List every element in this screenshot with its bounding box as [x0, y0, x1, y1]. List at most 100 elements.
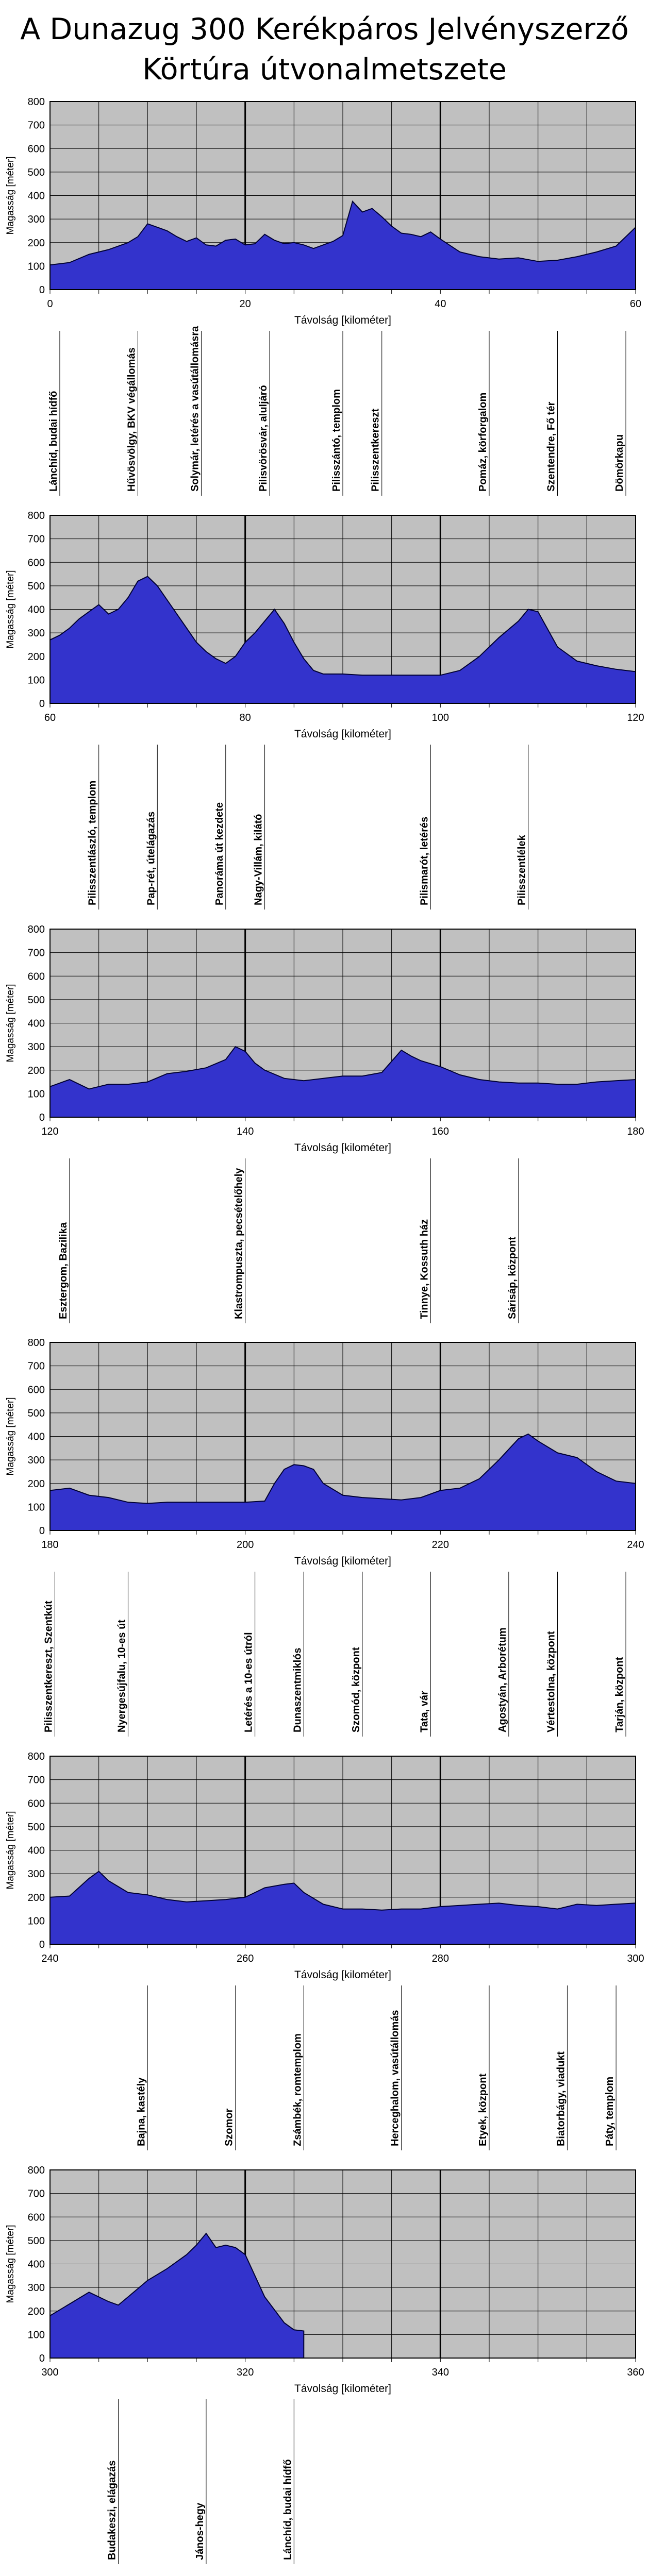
- y-tick-label: 100: [28, 1915, 45, 1927]
- y-tick-label: 400: [28, 604, 45, 616]
- y-tick-label: 400: [28, 1018, 45, 1030]
- y-tick-label: 800: [28, 1751, 45, 1762]
- x-axis-label: Távolság [kilométer]: [294, 1555, 391, 1567]
- x-tick-label: 280: [432, 1953, 449, 1964]
- x-tick-label: 240: [627, 1539, 644, 1551]
- y-tick-label: 800: [28, 2165, 45, 2176]
- waypoint-label: János-hegy: [194, 2502, 206, 2560]
- x-tick-label: 200: [237, 1539, 254, 1551]
- waypoint-label: Sárisáp, központ: [507, 1237, 518, 1319]
- waypoint-label: Letérés a 10-es útról: [243, 1632, 255, 1732]
- y-tick-label: 700: [28, 948, 45, 959]
- y-axis-label: Magasság [méter]: [5, 1397, 16, 1475]
- y-tick-label: 0: [39, 1939, 45, 1950]
- x-tick-label: 140: [237, 1126, 254, 1137]
- elevation-chart-5: 0 100 200 300 400 500 600 700 800 240 260 280 300 Táv…: [5, 1751, 644, 2150]
- y-tick-label: 400: [28, 1432, 45, 1443]
- y-tick-label: 500: [28, 167, 45, 178]
- y-tick-label: 500: [28, 1822, 45, 1833]
- y-tick-label: 300: [28, 2282, 45, 2294]
- waypoint-label: Pilisszántó, templom: [331, 389, 342, 492]
- waypoint-label: Szomód, központ: [351, 1647, 362, 1732]
- x-axis-label: Távolság [kilométer]: [294, 2383, 391, 2395]
- y-tick-label: 700: [28, 534, 45, 545]
- y-tick-label: 600: [28, 1384, 45, 1395]
- elevation-chart-4: 0 100 200 300 400 500 600 700 800 180 200 220 240 Táv…: [5, 1337, 644, 1737]
- x-axis-label: Távolság [kilométer]: [294, 1142, 391, 1154]
- y-tick-label: 100: [28, 675, 45, 686]
- x-axis-label: Távolság [kilométer]: [294, 314, 391, 326]
- page-title: A Dunazug 300 Kerékpáros Jelvényszerző K…: [0, 9, 649, 90]
- y-axis-label: Magasság [méter]: [5, 1811, 16, 1889]
- waypoint-label: Pilisszentkereszt: [370, 408, 381, 492]
- y-tick-label: 300: [28, 628, 45, 639]
- y-tick-label: 0: [39, 1112, 45, 1123]
- waypoint-label: Pilismarót, letérés: [419, 817, 430, 905]
- y-tick-label: 200: [28, 651, 45, 663]
- x-tick-label: 120: [627, 712, 644, 723]
- y-tick-label: 600: [28, 143, 45, 155]
- x-tick-label: 60: [630, 298, 641, 310]
- x-tick-label: 240: [41, 1953, 58, 1964]
- elevation-area: [49, 576, 636, 704]
- waypoint-label: Klastrompuszta, pecsételőhely: [234, 1168, 245, 1319]
- y-tick-label: 500: [28, 1408, 45, 1419]
- y-tick-label: 700: [28, 2188, 45, 2200]
- y-tick-label: 100: [28, 261, 45, 272]
- waypoint-label: Budakeszi, elágazás: [107, 2461, 118, 2560]
- y-tick-label: 800: [28, 510, 45, 521]
- waypoint-label: Zsámbék, romtemplom: [292, 2033, 303, 2146]
- waypoint-label: Bajna, kastély: [136, 2077, 147, 2146]
- elevation-chart-1: 0 100 200 300 400 500 600 700 800 0 20 40 60 Távolság…: [5, 96, 641, 496]
- y-tick-label: 0: [39, 698, 45, 710]
- waypoint-label: Szentendre, Fő tér: [546, 401, 557, 492]
- waypoint-label: Páty, templom: [604, 2077, 615, 2146]
- waypoint-label: Dunaszentmiklós: [292, 1648, 303, 1732]
- waypoint-label: Esztergom, Bazilika: [58, 1222, 69, 1319]
- x-axis-label: Távolság [kilométer]: [294, 728, 391, 740]
- y-tick-label: 100: [28, 1088, 45, 1100]
- waypoint-label: Nagy-Villám, kilátó: [253, 814, 264, 905]
- y-tick-label: 400: [28, 191, 45, 202]
- y-tick-label: 200: [28, 1478, 45, 1490]
- title-line-2: Körtúra útvonalmetszete: [142, 53, 507, 87]
- x-tick-label: 180: [627, 1126, 644, 1137]
- waypoint-label: Biatorbágy, viadukt: [555, 2051, 567, 2146]
- x-tick-label: 360: [627, 2367, 644, 2378]
- y-tick-label: 400: [28, 2259, 45, 2270]
- x-tick-label: 160: [432, 1126, 449, 1137]
- waypoint-label: Tinnye, Kossuth ház: [419, 1219, 430, 1319]
- y-tick-label: 400: [28, 1845, 45, 1857]
- y-tick-label: 600: [28, 2212, 45, 2223]
- y-axis-label: Magasság [méter]: [5, 156, 16, 234]
- y-axis-label: Magasság [méter]: [5, 2225, 16, 2303]
- waypoint-label: Pilisszentlélek: [517, 834, 528, 905]
- elevation-chart-3: 0 100 200 300 400 500 600 700 800 120 140 160 180 Táv…: [5, 924, 644, 1323]
- y-tick-label: 300: [28, 1455, 45, 1466]
- y-tick-label: 300: [28, 214, 45, 225]
- x-tick-label: 80: [240, 712, 251, 723]
- elevation-chart-6: 0 100 200 300 400 500 600 700 800 300 320 340 360 Táv…: [5, 2165, 644, 2564]
- waypoint-label: Pilisvörösvár, aluljáró: [258, 385, 269, 492]
- y-tick-label: 0: [39, 1525, 45, 1537]
- y-tick-label: 700: [28, 1361, 45, 1372]
- y-tick-label: 600: [28, 557, 45, 568]
- y-tick-label: 600: [28, 1798, 45, 1809]
- y-tick-label: 800: [28, 924, 45, 935]
- waypoint-label: Vértestolna, központ: [546, 1631, 557, 1732]
- y-tick-label: 200: [28, 238, 45, 249]
- waypoint-label: Hűvösvölgy, BKV végállomás: [126, 347, 137, 492]
- elevation-area: [49, 2232, 305, 2359]
- y-tick-label: 200: [28, 1892, 45, 1904]
- elevation-area: [49, 1046, 636, 1118]
- x-tick-label: 40: [435, 298, 446, 310]
- waypoint-label: Herceghalom, vasútállomás: [390, 2010, 401, 2146]
- y-tick-label: 600: [28, 971, 45, 982]
- waypoint-label: Lánchíd, budai hídfő: [48, 391, 59, 492]
- title-line-1: A Dunazug 300 Kerékpáros Jelvényszerző: [20, 12, 629, 46]
- x-axis-label: Távolság [kilométer]: [294, 1969, 391, 1981]
- elevation-area: [49, 1871, 636, 1945]
- y-tick-label: 800: [28, 96, 45, 108]
- waypoint-label: Pap-rét, útelágazás: [145, 812, 157, 905]
